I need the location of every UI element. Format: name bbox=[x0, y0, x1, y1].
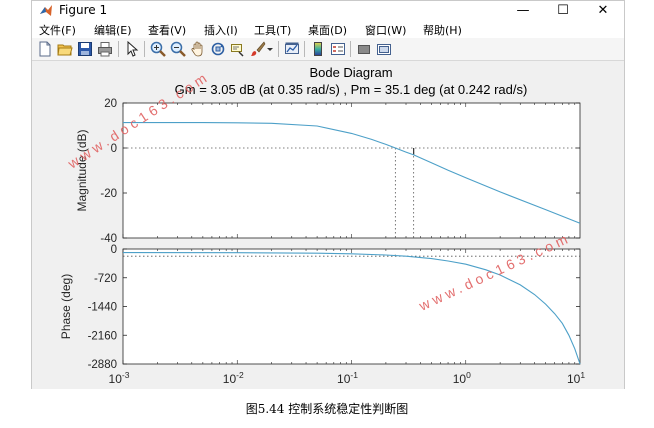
chart-subtitle: Gm = 3.05 dB (at 0.35 rad/s) , Pm = 35.1… bbox=[175, 82, 528, 97]
title-bar: Figure 1 — ☐ ✕ bbox=[32, 1, 624, 20]
phase-ytick-label: -2160 bbox=[88, 330, 117, 342]
menu-window[interactable]: 窗口(W) bbox=[365, 24, 407, 37]
magnitude-ytick-label: -20 bbox=[100, 188, 117, 200]
toolbar-separator bbox=[118, 41, 119, 57]
zoom-in-icon[interactable] bbox=[150, 41, 166, 57]
hide-plot-tools-icon[interactable] bbox=[356, 41, 372, 57]
magnitude-ylabel: Magnitude (dB) bbox=[75, 129, 89, 211]
toolbar-separator bbox=[144, 41, 145, 57]
show-plot-tools-icon[interactable] bbox=[376, 41, 392, 57]
link-plot-icon[interactable] bbox=[284, 41, 300, 57]
magnitude-ytick-label: 20 bbox=[104, 98, 117, 110]
xtick-label: 10-3 bbox=[109, 370, 130, 386]
toolbar-separator bbox=[304, 41, 305, 57]
magnitude-ytick-label: -40 bbox=[100, 233, 117, 245]
menu-help[interactable]: 帮助(H) bbox=[423, 24, 462, 37]
phase-ytick-label: 0 bbox=[111, 244, 117, 256]
bode-plot[interactable]: Bode Diagram Gm = 3.05 dB (at 0.35 rad/s)… bbox=[32, 61, 624, 389]
figure-caption: 图5.44 控制系统稳定性判断图 bbox=[245, 402, 409, 416]
legend-icon[interactable] bbox=[330, 41, 346, 57]
xtick-label: 101 bbox=[567, 370, 585, 386]
menu-tools[interactable]: 工具(T) bbox=[254, 24, 292, 37]
magnitude-axes bbox=[122, 102, 581, 239]
pan-icon[interactable] bbox=[190, 41, 206, 57]
magnitude-ytick-label: 0 bbox=[111, 143, 117, 155]
brush-icon[interactable] bbox=[250, 41, 266, 57]
magnitude-series-line bbox=[123, 122, 581, 224]
menu-insert[interactable]: 插入(I) bbox=[204, 24, 238, 37]
phase-axes bbox=[122, 248, 581, 365]
menu-desktop[interactable]: 桌面(D) bbox=[308, 24, 348, 37]
print-icon[interactable] bbox=[97, 41, 113, 57]
phase-ytick-label: -720 bbox=[94, 273, 117, 285]
data-cursor-icon[interactable] bbox=[230, 41, 246, 57]
xtick-label: 10-2 bbox=[223, 370, 244, 386]
figure-toolbar bbox=[32, 38, 624, 61]
phase-ytick-label: -1440 bbox=[88, 302, 117, 314]
xtick-label: 10-1 bbox=[337, 370, 358, 386]
chart-title: Bode Diagram bbox=[309, 65, 392, 80]
xtick-label: 100 bbox=[453, 370, 471, 386]
new-figure-icon[interactable] bbox=[37, 41, 53, 57]
menu-view[interactable]: 查看(V) bbox=[148, 24, 187, 37]
open-file-icon[interactable] bbox=[57, 41, 73, 57]
minimize-button[interactable]: — bbox=[516, 3, 530, 18]
menu-bar: 文件(F) 编辑(E) 查看(V) 插入(I) 工具(T) 桌面(D) 窗口(W… bbox=[32, 20, 624, 38]
menu-edit[interactable]: 编辑(E) bbox=[94, 24, 132, 37]
phase-ytick-label: -2880 bbox=[88, 359, 117, 371]
maximize-button[interactable]: ☐ bbox=[557, 3, 569, 18]
brush-dropdown-icon[interactable] bbox=[266, 41, 274, 57]
toolbar-separator bbox=[278, 41, 279, 57]
matlab-logo-icon bbox=[40, 5, 52, 16]
rotate-3d-icon[interactable] bbox=[210, 41, 226, 57]
figure-canvas: Bode Diagram Gm = 3.05 dB (at 0.35 rad/s)… bbox=[32, 61, 624, 389]
zoom-out-icon[interactable] bbox=[170, 41, 186, 57]
phase-ylabel: Phase (deg) bbox=[59, 274, 73, 339]
colorbar-icon[interactable] bbox=[310, 41, 326, 57]
pointer-icon[interactable] bbox=[124, 41, 140, 57]
menu-file[interactable]: 文件(F) bbox=[39, 24, 76, 37]
close-button[interactable]: ✕ bbox=[597, 3, 609, 18]
window-title: Figure 1 bbox=[59, 3, 108, 17]
toolbar-separator bbox=[350, 41, 351, 57]
phase-series-line bbox=[122, 252, 581, 365]
figure-window: Figure 1 — ☐ ✕ 文件(F) 编辑(E) 查看(V) 插入(I) 工… bbox=[31, 0, 625, 389]
save-icon[interactable] bbox=[77, 41, 93, 57]
